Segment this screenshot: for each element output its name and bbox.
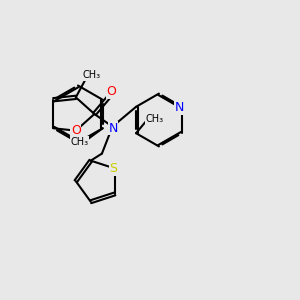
Text: O: O bbox=[106, 85, 116, 98]
Text: CH₃: CH₃ bbox=[83, 70, 101, 80]
Text: N: N bbox=[108, 122, 118, 135]
Text: N: N bbox=[175, 101, 184, 114]
Text: CH₃: CH₃ bbox=[71, 137, 89, 147]
Text: S: S bbox=[110, 162, 117, 175]
Text: O: O bbox=[71, 124, 81, 137]
Text: CH₃: CH₃ bbox=[146, 114, 164, 124]
